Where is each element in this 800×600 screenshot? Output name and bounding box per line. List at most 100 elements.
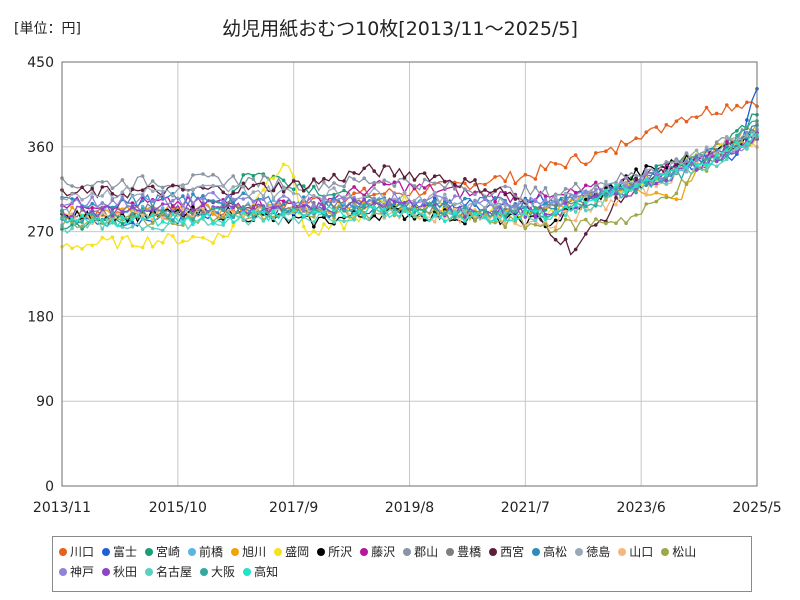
data-point [694, 158, 699, 162]
series-19 [60, 119, 759, 224]
data-point [332, 199, 336, 203]
data-point [140, 213, 145, 218]
legend-label: 郡山 [414, 545, 439, 559]
data-point [352, 198, 356, 202]
data-point [594, 204, 598, 208]
data-point [100, 235, 105, 240]
data-point [704, 154, 709, 159]
data-point [160, 216, 165, 221]
data-point [281, 202, 286, 207]
data-point [543, 194, 548, 198]
data-point [594, 180, 598, 185]
data-point [352, 171, 356, 175]
data-point [281, 199, 286, 203]
data-point [382, 202, 387, 207]
y-tick-label: 180 [27, 309, 54, 325]
data-point [160, 192, 165, 196]
data-point [90, 191, 94, 195]
data-point [624, 142, 628, 147]
legend-marker [661, 548, 670, 556]
data-point [251, 204, 256, 209]
data-point [120, 215, 125, 220]
data-point [231, 220, 235, 225]
data-point [664, 182, 669, 186]
data-point [362, 213, 367, 218]
data-point [70, 217, 74, 221]
data-point [291, 187, 296, 192]
data-point [332, 216, 336, 220]
data-point [634, 184, 638, 189]
data-point [301, 224, 306, 229]
data-point [80, 224, 84, 229]
data-point [312, 184, 316, 189]
data-point [463, 196, 467, 201]
data-point [533, 209, 538, 214]
data-point [382, 192, 387, 196]
data-point [634, 173, 638, 178]
data-point [372, 186, 377, 190]
legend-marker [145, 548, 154, 556]
legend-marker [188, 548, 197, 556]
data-point [150, 208, 155, 212]
data-point [70, 246, 74, 251]
data-point [473, 212, 477, 216]
data-point [654, 167, 659, 171]
data-point [533, 177, 538, 181]
data-point [543, 201, 548, 206]
data-point [181, 184, 185, 188]
data-point [271, 216, 276, 221]
data-point [90, 219, 94, 224]
data-point [140, 207, 145, 211]
data-point [392, 180, 397, 184]
data-point [342, 226, 346, 231]
data-point [251, 199, 256, 204]
data-point [382, 164, 387, 168]
data-point [291, 202, 296, 207]
legend-label: 盛岡 [285, 545, 310, 559]
data-point [745, 118, 749, 122]
data-point [110, 220, 115, 224]
data-point [674, 168, 679, 172]
data-point [563, 204, 568, 209]
y-tick-label: 90 [36, 394, 54, 410]
data-point [473, 178, 477, 182]
data-point [352, 218, 356, 222]
data-point [392, 207, 397, 211]
data-point [725, 140, 729, 144]
legend: 川口 富士 宮崎 前橋 旭川 盛岡 所沢 藤沢 郡山 豊橋 西宮 高松 徳島 山口 松山 神戸 秋田 名古屋 大阪 高… [52, 536, 752, 592]
legend-item: 宮崎 [145, 542, 180, 562]
data-point [201, 206, 205, 211]
data-point [563, 191, 568, 196]
data-point [604, 186, 608, 190]
legend-marker [145, 568, 154, 576]
data-point [392, 191, 397, 195]
y-tick-label: 270 [27, 225, 54, 241]
data-point [332, 186, 336, 190]
data-point [372, 180, 377, 185]
data-point [533, 199, 538, 203]
data-point [694, 163, 699, 168]
series-line [61, 130, 758, 228]
legend-label: 高松 [543, 545, 568, 559]
data-point [604, 207, 608, 212]
legend-label: 藤沢 [371, 545, 396, 559]
data-point [553, 228, 558, 233]
data-point [644, 192, 648, 197]
data-point [563, 201, 568, 205]
data-point [624, 181, 628, 186]
data-point [644, 172, 648, 176]
data-point [684, 165, 689, 169]
data-point [70, 205, 74, 209]
data-point [312, 210, 316, 214]
data-point [261, 219, 266, 223]
data-point [251, 177, 256, 181]
data-point [342, 201, 346, 206]
data-point [191, 208, 195, 212]
data-point [533, 215, 538, 219]
data-point [120, 190, 125, 194]
data-point [352, 185, 356, 189]
data-point [644, 177, 648, 182]
data-point [100, 185, 105, 189]
data-point [372, 209, 377, 213]
data-point [513, 217, 518, 222]
